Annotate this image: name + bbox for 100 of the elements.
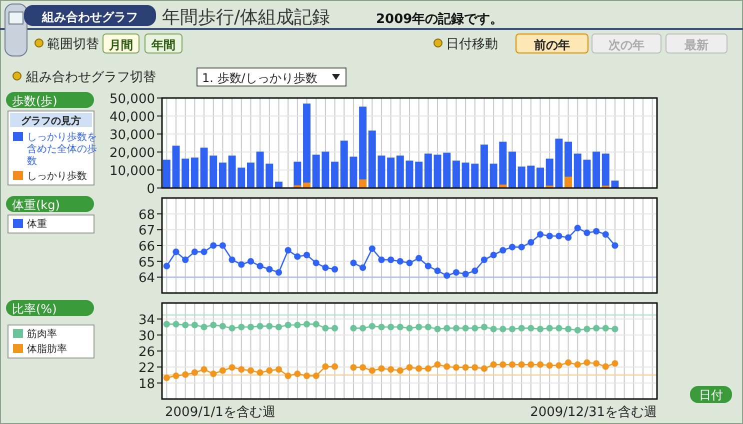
bar: [172, 146, 180, 188]
point: [210, 370, 217, 378]
point: [406, 260, 413, 266]
y-tick-label: 34: [138, 313, 155, 328]
bar: [396, 156, 404, 188]
point: [472, 324, 478, 332]
point: [219, 322, 226, 330]
point: [312, 372, 320, 380]
bar: [564, 176, 572, 188]
legend-label: 体重: [27, 218, 47, 230]
point: [266, 266, 273, 273]
point: [360, 364, 366, 371]
point: [191, 369, 198, 376]
point: [602, 363, 609, 370]
point: [444, 272, 450, 279]
legend-label: 筋肉率: [27, 328, 57, 340]
point: [602, 324, 609, 332]
bar: [218, 162, 226, 188]
point: [500, 246, 506, 254]
text: 日付: [699, 388, 723, 402]
point: [416, 254, 422, 262]
point: [275, 366, 282, 373]
point: [536, 231, 544, 238]
point: [191, 248, 198, 256]
point: [416, 324, 422, 330]
point: [294, 253, 301, 260]
point: [592, 228, 600, 235]
bar: [480, 144, 488, 188]
point: [256, 369, 264, 376]
point: [368, 245, 376, 252]
y-tick-label: 30,000: [110, 128, 155, 143]
point: [480, 256, 488, 264]
point: [284, 246, 292, 254]
point: [396, 324, 404, 330]
point: [388, 324, 394, 330]
text: 月間: [108, 38, 133, 52]
point: [434, 326, 441, 332]
point: [584, 359, 590, 366]
point: [350, 260, 357, 266]
point: [452, 269, 460, 276]
point: [368, 322, 376, 330]
point: [228, 324, 236, 332]
point: [200, 248, 208, 256]
y-tick-label: 50,000: [110, 92, 155, 107]
point: [238, 366, 245, 373]
point: [322, 264, 329, 271]
point: [378, 256, 385, 264]
point: [518, 324, 525, 332]
y-axis-title: 歩数(歩): [12, 94, 58, 108]
point: [434, 268, 441, 274]
y-tick-label: 66: [138, 240, 155, 254]
y-tick-label: 65: [138, 255, 155, 270]
chart-title: 年間歩行/体組成記録: [162, 7, 330, 28]
point: [172, 248, 180, 256]
point: [424, 365, 432, 372]
bar: [246, 162, 254, 188]
text: 日付移動: [446, 37, 498, 52]
y-tick-label: 40,000: [110, 110, 155, 125]
point: [592, 324, 600, 332]
point: [396, 258, 404, 265]
point: [228, 256, 236, 264]
point: [322, 324, 329, 332]
point: [200, 324, 208, 330]
point: [388, 256, 394, 264]
point: [219, 367, 226, 374]
y-tick-label: 0: [146, 182, 155, 197]
y-tick-label: 26: [138, 345, 155, 360]
bar: [536, 168, 544, 188]
point: [480, 324, 488, 330]
point: [546, 232, 553, 240]
point: [406, 364, 413, 371]
point: [584, 326, 590, 332]
point: [275, 324, 282, 330]
legend-label: 体脂肪率: [27, 343, 67, 355]
point: [284, 322, 292, 328]
text: 範囲切替: [47, 37, 99, 52]
point: [163, 374, 170, 382]
point: [275, 269, 282, 276]
bar: [190, 158, 198, 188]
point: [528, 361, 534, 368]
bar: [303, 182, 310, 188]
bar: [359, 179, 367, 188]
point: [331, 363, 338, 370]
point: [564, 234, 572, 241]
point: [452, 324, 460, 332]
point: [191, 322, 198, 328]
point: [462, 324, 469, 332]
text: 2009/1/1を含む週: [165, 405, 276, 420]
point: [378, 365, 385, 372]
point: [612, 326, 618, 332]
point: [247, 324, 254, 330]
point: [584, 230, 590, 236]
point: [303, 320, 310, 328]
point: [546, 324, 553, 332]
point: [556, 362, 562, 369]
y-tick-label: 18: [138, 377, 155, 392]
point: [574, 224, 581, 232]
point: [388, 366, 394, 373]
legend-label: しっかり歩数: [27, 170, 87, 182]
point: [322, 363, 329, 370]
